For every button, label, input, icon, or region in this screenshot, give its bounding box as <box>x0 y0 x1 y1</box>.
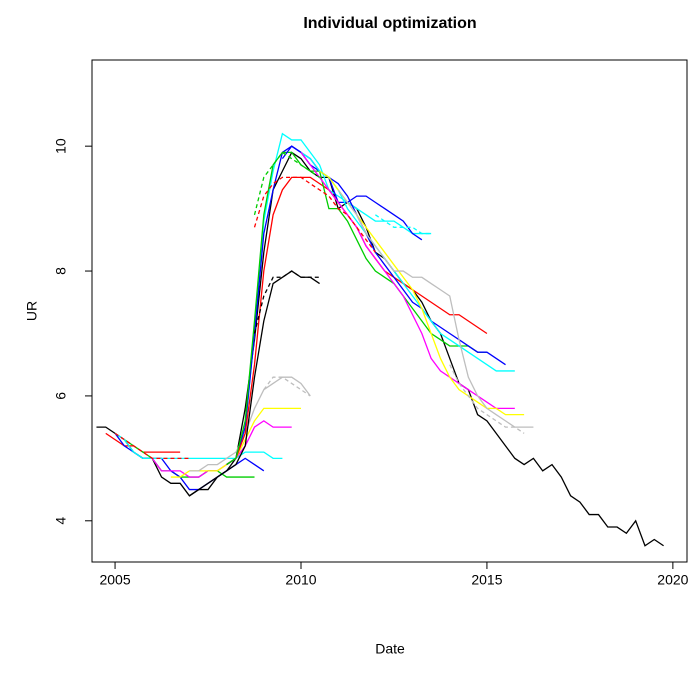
line <box>189 376 311 472</box>
line <box>114 432 283 459</box>
dashed-line <box>253 270 320 334</box>
x-tick-label: 2010 <box>285 572 316 588</box>
dashed-line <box>253 176 376 253</box>
plot-box <box>91 59 688 563</box>
dashed-line <box>114 432 190 459</box>
x-axis-label: Date <box>375 641 405 657</box>
y-tick-label: 8 <box>53 267 69 275</box>
x-tick-label: 2020 <box>657 572 688 588</box>
line <box>319 170 525 416</box>
dashed-line <box>449 364 525 434</box>
y-tick-label: 6 <box>53 392 69 400</box>
y-tick-label: 10 <box>53 138 69 154</box>
line <box>170 407 301 478</box>
line <box>151 420 292 478</box>
line <box>300 151 515 372</box>
chart-title: Individual optimization <box>303 15 476 32</box>
dashed-line <box>375 214 432 235</box>
line <box>281 145 506 366</box>
dashed-line <box>253 151 320 216</box>
x-tick-label: 2015 <box>471 572 502 588</box>
line <box>96 151 664 547</box>
y-tick-label: 4 <box>53 517 69 525</box>
line <box>114 432 255 478</box>
x-tick-label: 2005 <box>99 572 130 588</box>
dashed-line <box>263 376 311 397</box>
line <box>337 189 534 428</box>
line <box>226 151 487 466</box>
y-axis-label: UR <box>24 301 40 321</box>
